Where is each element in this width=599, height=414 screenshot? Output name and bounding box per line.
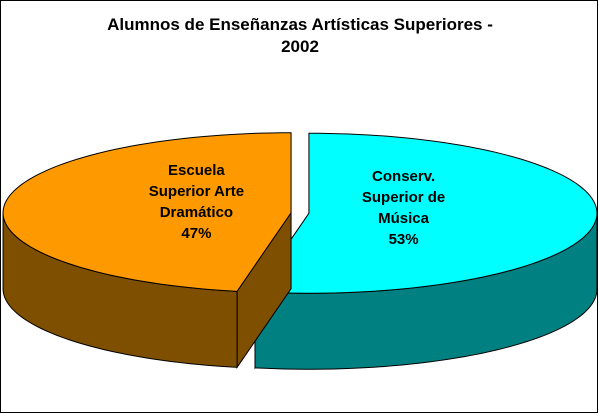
slice-value: 47% xyxy=(181,225,212,243)
pie-slice xyxy=(254,132,598,294)
slice-category: Escuela Superior Arte Dramático xyxy=(148,162,245,222)
slice-label: Conserv. Superior de Música 53% xyxy=(346,166,462,250)
slice-value: 53% xyxy=(388,230,419,248)
slice-category: Conserv. Superior de Música xyxy=(361,167,446,227)
chart-title: Alumnos de Enseñanzas Artísticas Superio… xyxy=(107,15,493,56)
pie-slice xyxy=(2,132,292,292)
slice-label: Escuela Superior Arte Dramático 47% xyxy=(138,160,254,244)
